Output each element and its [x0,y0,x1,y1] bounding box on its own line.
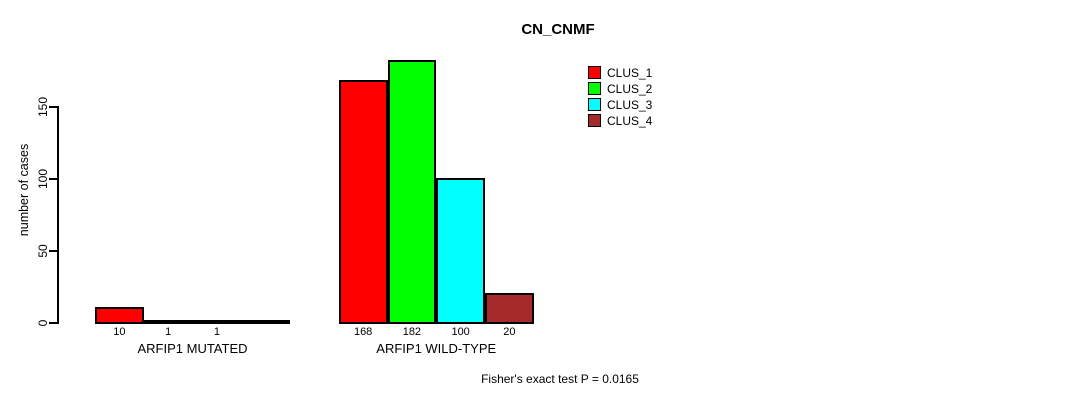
legend-item-clus_1: CLUS_1 [588,65,653,80]
bar-clus_1 [95,307,144,324]
bar-clus_1 [338,80,388,324]
y-tick [49,249,57,252]
legend-swatch-icon [588,114,601,127]
bar-value-label: 10 [113,326,126,338]
y-tick-label: 150 [36,96,50,117]
y-axis-label: number of cases [17,143,31,237]
legend-label: CLUS_3 [607,97,653,112]
bar-value-label: 182 [402,326,422,338]
legend-item-clus_3: CLUS_3 [588,97,653,112]
bar-value-label: 20 [503,326,516,338]
legend-label: CLUS_1 [607,65,653,80]
bar-clus_4 [241,319,290,324]
x-group-label: ARFIP1 MUTATED [137,341,248,356]
legend: CLUS_1 CLUS_2 CLUS_3 CLUS_4 [588,66,652,130]
bar-clus_2 [387,59,437,324]
y-tick [49,105,57,108]
bar-clus_2 [143,319,193,324]
bar-value-label: 168 [353,326,373,338]
legend-label: CLUS_2 [607,81,653,96]
y-tick-label: 100 [36,168,50,189]
fisher-test-annotation: Fisher's exact test P = 0.0165 [481,372,639,386]
legend-swatch-icon [588,66,601,79]
y-tick-label: 0 [36,319,50,326]
y-tick [49,177,57,180]
y-tick [49,321,57,324]
legend-swatch-icon [588,98,601,111]
legend-swatch-icon [588,82,601,95]
legend-item-clus_2: CLUS_2 [588,81,653,96]
bar-clus_4 [485,292,534,324]
bar-value-label: 1 [165,326,172,338]
legend-item-clus_4: CLUS_4 [588,113,653,128]
bar-clus_3 [436,177,485,324]
bar-clus_3 [192,319,242,324]
chart-title: CN_CNMF [521,21,595,38]
legend-label: CLUS_4 [607,113,653,128]
bar-value-label: 1 [213,326,220,338]
x-group-label: ARFIP1 WILD-TYPE [376,341,497,356]
bar-value-label: 100 [451,326,470,338]
y-axis-line [57,106,59,324]
y-tick-label: 50 [36,243,50,258]
